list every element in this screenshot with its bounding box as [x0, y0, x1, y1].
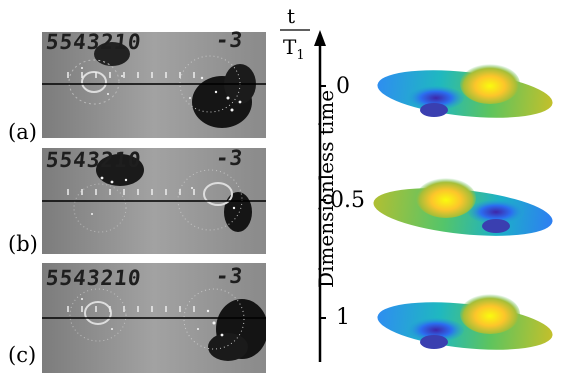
- handwriting-right-b: -3: [214, 146, 245, 170]
- time-tick-1: 1: [336, 305, 350, 330]
- time-tick-0: 0: [336, 74, 350, 99]
- handwriting-left-b: 5543210: [44, 148, 143, 172]
- panel-label-a: (a): [8, 120, 37, 144]
- panel-label-c: (c): [8, 343, 37, 367]
- time-fraction-denominator: T1: [283, 35, 305, 63]
- handwriting-left-c: 5543210: [44, 266, 143, 290]
- time-tick-0-5: 0.5: [330, 188, 365, 213]
- photo-panel-a: [42, 32, 266, 138]
- photo-panel-b: [42, 148, 266, 254]
- time-axis-arrow: [280, 29, 326, 362]
- time-fraction-numerator: t: [287, 4, 296, 28]
- surface-plot-t1: [377, 294, 553, 350]
- time-fraction-subscript: 1: [296, 48, 305, 63]
- photo-panel-c: [42, 263, 266, 373]
- handwriting-left-a: 5543210: [44, 30, 143, 54]
- surface-plot-t0: [377, 64, 553, 118]
- handwriting-right-a: -3: [214, 28, 245, 52]
- panel-label-b: (b): [8, 232, 38, 256]
- time-axis-title: Dimensionless time: [314, 89, 338, 288]
- surface-plot-t0-5: [373, 178, 553, 236]
- handwriting-right-c: -3: [214, 264, 245, 288]
